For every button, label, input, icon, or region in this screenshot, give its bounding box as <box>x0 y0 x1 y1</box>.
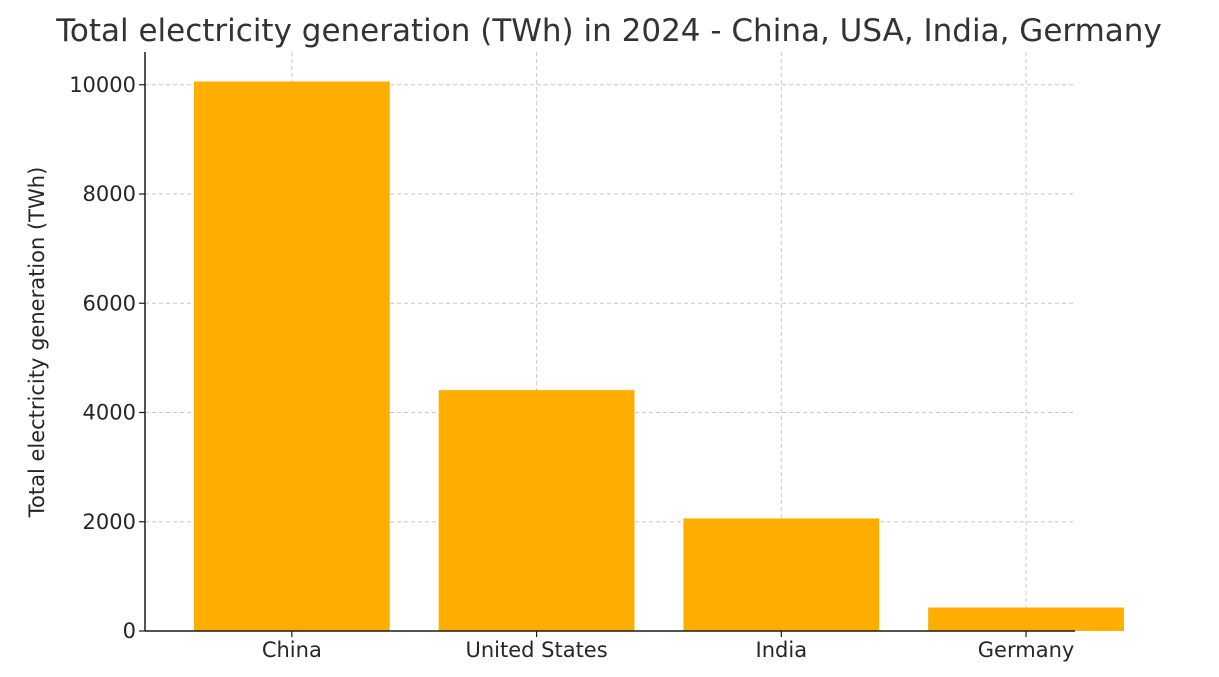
y-tick-label: 0 <box>123 619 136 643</box>
y-tick-label: 2000 <box>83 510 136 534</box>
y-tick-label: 4000 <box>83 401 136 425</box>
y-axis-label: Total electricity generation (TWh) <box>25 167 49 519</box>
bar-china <box>193 81 390 632</box>
x-tick-label: Germany <box>978 638 1075 662</box>
y-tick-label: 6000 <box>83 291 136 315</box>
y-tick-label: 10000 <box>69 73 136 97</box>
chart-title: Total electricity generation (TWh) in 20… <box>55 13 1162 49</box>
x-tick-label: United States <box>465 638 607 662</box>
axes <box>139 52 1075 637</box>
tick-labels: 0 2000 4000 6000 8000 10000 China United States… <box>69 73 1074 662</box>
x-tick-label: India <box>756 638 808 662</box>
x-tick-label: China <box>262 638 322 662</box>
bar-india <box>683 518 880 631</box>
y-tick-label: 8000 <box>83 182 136 206</box>
bar-united-states <box>438 390 635 631</box>
bar-germany <box>928 607 1124 631</box>
bars <box>193 81 1124 632</box>
